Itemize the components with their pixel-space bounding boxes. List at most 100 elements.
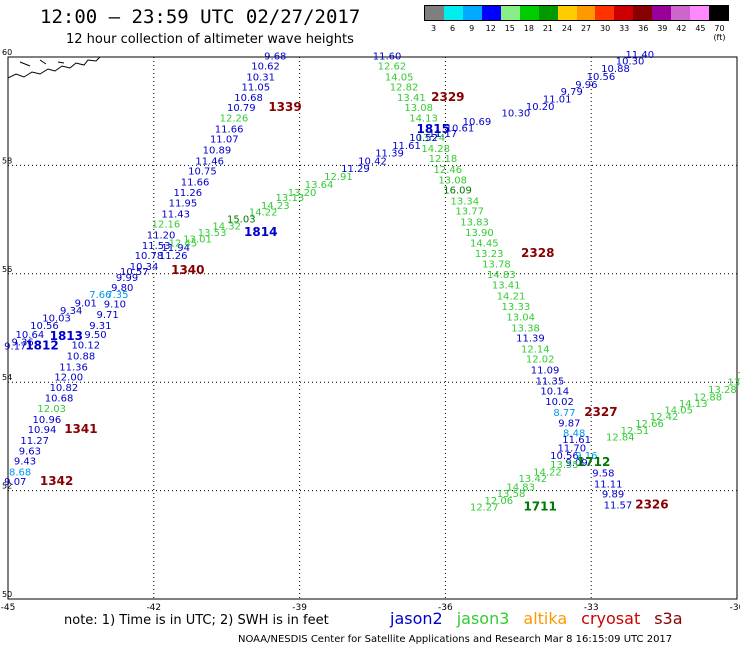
wave-height-value: 11.43 bbox=[161, 209, 190, 220]
map-border bbox=[7, 56, 738, 600]
wave-height-value: 10.88 bbox=[601, 64, 630, 75]
satellite-key: jason2 jason3 altika cryosat s3a bbox=[390, 609, 697, 628]
legend-label: 30 bbox=[600, 24, 611, 33]
wave-height-value: 7.66 bbox=[89, 290, 111, 301]
pass-time-label: 1341 bbox=[64, 422, 97, 436]
legend-label: 39 bbox=[657, 24, 668, 33]
legend-swatch bbox=[709, 6, 728, 20]
wave-height-value: 10.30 bbox=[616, 57, 645, 68]
wave-height-value: 13.08 bbox=[404, 103, 433, 114]
wave-height-value: 12.06 bbox=[485, 496, 514, 507]
pass-time-label: 2329 bbox=[431, 90, 464, 104]
legend-label: 27 bbox=[580, 24, 592, 33]
wave-height-value: 9.58 bbox=[592, 469, 614, 480]
legend-label: 70 (ft) bbox=[713, 24, 726, 42]
wave-height-value: 11.39 bbox=[516, 334, 545, 345]
wave-height-value: 11.39 bbox=[375, 149, 404, 160]
legend-swatch bbox=[557, 6, 577, 20]
wave-height-value: 10.57 bbox=[120, 267, 149, 278]
wave-height-value: 9.87 bbox=[558, 419, 580, 430]
wave-height-value: 8.77 bbox=[553, 408, 575, 419]
footer-note: note: 1) Time is in UTC; 2) SWH is in fe… bbox=[64, 613, 329, 628]
wave-height-value: 9.07 bbox=[4, 477, 26, 488]
wave-height-value: 12.27 bbox=[470, 503, 499, 514]
wave-height-value: 14.22 bbox=[249, 207, 278, 218]
wave-height-value: 13.77 bbox=[455, 207, 484, 218]
wave-height-value: 9.34 bbox=[60, 306, 82, 317]
wave-height-value: 9.01 bbox=[75, 298, 97, 309]
wave-height-value: 14.32 bbox=[212, 221, 241, 232]
legend-label: 21 bbox=[542, 24, 553, 33]
legend-swatch bbox=[614, 6, 634, 20]
lat-tick-label: 60 bbox=[2, 48, 12, 57]
wave-height-value: 13.20 bbox=[288, 188, 317, 199]
wave-height-value: 14.05 bbox=[385, 72, 414, 83]
lon-tick-label: -42 bbox=[146, 603, 161, 613]
wave-height-value: 13.13 bbox=[276, 193, 305, 204]
wave-height-value: 14.45 bbox=[470, 239, 499, 250]
wave-height-value: 12.51 bbox=[621, 426, 650, 437]
footer-credit: NOAA/NESDIS Center for Satellite Applica… bbox=[238, 634, 673, 645]
wave-height-value: 10.88 bbox=[67, 351, 96, 362]
wave-height-value: 12.42 bbox=[650, 412, 679, 423]
wave-height-value: 13.23 bbox=[475, 249, 504, 260]
wave-height-value: 9.96 bbox=[575, 80, 597, 91]
pass-time-label: 1814 bbox=[244, 225, 277, 239]
wave-height-value: 13.58 bbox=[497, 489, 526, 500]
wave-height-value: 14.23 bbox=[261, 201, 290, 212]
legend-label: 24 bbox=[561, 24, 573, 33]
wave-height-value: 11.40 bbox=[625, 50, 654, 61]
wave-height-value: 8.48 bbox=[563, 428, 585, 439]
wave-height-value: 12.03 bbox=[37, 404, 66, 415]
wave-height-value: 9.31 bbox=[89, 321, 111, 332]
legend-label: 15 bbox=[504, 24, 515, 33]
legend-swatch bbox=[462, 6, 482, 20]
wave-height-value: 10.12 bbox=[71, 341, 100, 352]
wave-height-value: 10.82 bbox=[50, 383, 79, 394]
wave-height-value: 12.88 bbox=[694, 393, 723, 404]
wave-height-value: 10.78 bbox=[135, 251, 164, 262]
satellite-key-altika: altika bbox=[523, 609, 568, 628]
wave-height-value: 10.56 bbox=[587, 72, 616, 83]
wave-height-value: 12.45 bbox=[169, 239, 198, 250]
wave-height-value: 12.91 bbox=[324, 172, 353, 183]
wave-height-value: 13.25 bbox=[737, 371, 740, 382]
wave-height-value: 9.89 bbox=[602, 490, 624, 501]
map-title: 12:00 – 23:59 UTC 02/27/2017 bbox=[40, 6, 361, 28]
wave-height-value: 15.03 bbox=[227, 214, 256, 225]
wave-height-value: 11.66 bbox=[215, 124, 244, 135]
wave-height-value: 13.38 bbox=[511, 323, 540, 334]
satellite-key-s3a: s3a bbox=[654, 609, 683, 628]
wave-height-value: 10.96 bbox=[33, 415, 62, 426]
legend-swatch bbox=[519, 6, 539, 20]
wave-height-value: 13.34 bbox=[451, 196, 480, 207]
wave-height-value: 10.62 bbox=[251, 61, 280, 72]
lon-tick-label: -36 bbox=[438, 603, 453, 613]
lon-tick-label: -45 bbox=[1, 603, 16, 613]
pass-time-label: 2327 bbox=[584, 405, 617, 419]
wave-height-value: 13.53 bbox=[198, 228, 227, 239]
wave-height-value: 11.07 bbox=[210, 135, 239, 146]
greenland-coastline bbox=[7, 56, 102, 79]
wave-height-value: 11.35 bbox=[536, 376, 565, 387]
wave-height-value: 10.03 bbox=[42, 313, 71, 324]
wave-height-value: 11.27 bbox=[20, 436, 49, 447]
pass-time-label: 1711 bbox=[523, 500, 556, 514]
wave-height-value: 13.55 bbox=[550, 460, 579, 471]
wave-height-value: 11.36 bbox=[59, 362, 88, 373]
legend-swatch bbox=[425, 6, 444, 20]
legend-label: 9 bbox=[469, 24, 475, 33]
lon-tick-label: -33 bbox=[584, 603, 599, 613]
legend-swatch bbox=[652, 6, 672, 20]
legend-swatch bbox=[538, 6, 558, 20]
legend-swatch bbox=[595, 6, 615, 20]
legend-labels: 3 6 9 12 15 18 21 24 27 30 33 36 39 42 45 70 (ft) bbox=[424, 24, 729, 42]
wave-height-value: 13.41 bbox=[397, 93, 426, 104]
wave-height-color-legend: 3 6 9 12 15 18 21 24 27 30 33 36 39 42 45 70 (ft) bbox=[424, 5, 729, 42]
wave-height-value: 10.56 bbox=[550, 451, 579, 462]
wave-height-value: 12.62 bbox=[378, 61, 407, 72]
wave-height-value: 12.84 bbox=[606, 433, 635, 444]
wave-height-value: 11.05 bbox=[242, 83, 271, 94]
wave-height-value: 10.94 bbox=[28, 425, 57, 436]
